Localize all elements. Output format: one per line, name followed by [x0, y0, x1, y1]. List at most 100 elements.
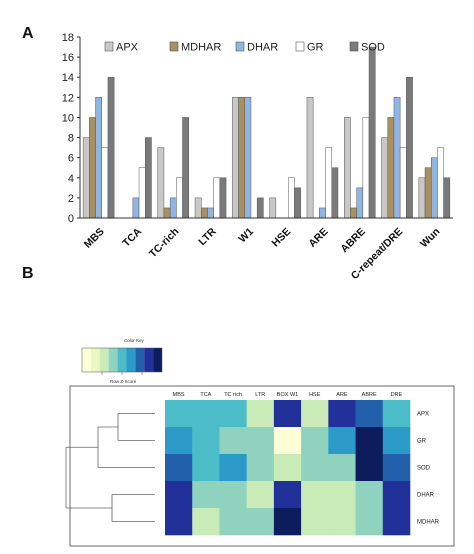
heatmap-row-gr: GR — [417, 439, 427, 445]
heatmap-cell-mdhar-mbs — [165, 508, 193, 536]
bar-mdhar-w1 — [238, 97, 246, 219]
legend-swatch-dhar — [235, 41, 245, 52]
category-label-wun: Wun — [418, 226, 442, 250]
color-key-swatch — [144, 348, 154, 372]
heatmap-cell-gr-ltr — [246, 427, 275, 455]
heatmap-cell-mdhar-ltr — [246, 508, 275, 536]
bar-dhar-ltr — [207, 207, 214, 219]
bar-mdhar-ltr — [201, 207, 208, 219]
y-axis-ticks: 0 2 4 6 8 10 12 14 16 18 — [62, 32, 80, 225]
color-key-swatch — [153, 348, 162, 372]
heatmap-cell-gr-tca — [192, 427, 220, 455]
heatmap-col-mbs: MBS — [173, 392, 185, 398]
heatmap-col-dre: DRE — [391, 392, 403, 398]
bar-gr-ltr — [213, 177, 221, 219]
bar-dhar-abre — [356, 187, 364, 219]
color-key-swatch — [82, 348, 91, 372]
heatmap-cell-mdhar-tca — [192, 508, 220, 536]
bar-sod-c-repeat-dre — [406, 76, 413, 219]
heatmap-cell-dhar-dre — [382, 481, 411, 509]
legend-label-sod: SOD — [361, 42, 385, 54]
heatmap-cells — [165, 400, 411, 536]
color-key-swatch — [99, 348, 109, 372]
heatmap-cell-gr-tc-rich — [219, 427, 247, 455]
bar-gr-mbs — [101, 147, 109, 219]
category-labels: MBS TCA TC-rich LTR W1 HSE ARE ABREC-repeat/DRE… — [82, 225, 443, 282]
bar-apx-abre — [344, 117, 351, 219]
heatmap-cell-sod-tc-rich — [219, 454, 247, 482]
bar-sod-tc-rich — [182, 117, 190, 219]
heatmap-cell-dhar-are — [328, 481, 356, 509]
heatmap-row-apx: APX — [417, 412, 429, 418]
color-key-axis-label: Row Z-Score — [110, 379, 137, 384]
legend-swatch-apx — [104, 41, 114, 52]
color-key-swatch — [117, 348, 127, 372]
bar-apx-tc-rich — [157, 147, 165, 219]
y-tick-label: 14 — [62, 72, 74, 84]
heatmap-frame — [69, 385, 455, 547]
heatmap-row-mdhar: MDHAR — [417, 520, 440, 526]
color-key-swatch — [108, 348, 118, 372]
heatmap-cell-apx-mbs — [165, 400, 193, 428]
panel-a-label: A — [22, 25, 34, 42]
bar-sod-are — [331, 167, 339, 219]
heatmap-col-box-w1: BOX W1 — [277, 392, 298, 398]
bar-mdhar-wun — [424, 167, 432, 219]
heatmap-cell-sod-are — [328, 454, 356, 482]
heatmap-cell-apx-dre — [382, 400, 411, 428]
heatmap-cell-apx-box-w1 — [273, 400, 302, 428]
bar-mdhar-mbs — [89, 117, 96, 219]
category-label-tc-rich: TC-rich — [147, 226, 181, 260]
heatmap-cell-sod-tca — [192, 454, 220, 482]
heatmap-col-are: ARE — [336, 392, 348, 398]
heatmap-cell-apx-are — [328, 400, 356, 428]
heatmap-cell-gr-are — [328, 427, 356, 455]
bar-gr-wun — [437, 147, 444, 219]
heatmap-row-labels: APX GR SOD DHAR MDHAR — [417, 412, 440, 526]
y-tick-label: 6 — [68, 153, 74, 165]
bar-gr-tca — [138, 167, 146, 219]
category-label-mbs: MBS — [82, 226, 107, 251]
heatmap-cell-apx-abre — [355, 400, 384, 428]
y-tick-label: 16 — [62, 52, 74, 64]
heatmap-cell-dhar-box-w1 — [273, 481, 302, 509]
heatmap-cell-sod-dre — [382, 454, 411, 482]
bar-apx-wun — [418, 177, 426, 219]
heatmap-column-labels: MBS TCA TC rich LTR BOX W1 HSE ARE ABRE DRE — [173, 392, 403, 398]
color-key: Color Key Row Z-Score — [81, 338, 163, 384]
legend-label-gr: GR — [307, 42, 324, 54]
y-tick-label: 10 — [62, 112, 74, 124]
heatmap-cell-gr-mbs — [165, 427, 193, 455]
heatmap-col-ltr: LTR — [255, 392, 265, 398]
category-label-abre: ABRE — [338, 226, 368, 256]
bar-sod-hse — [294, 187, 301, 219]
bar-sod-abre — [368, 46, 376, 219]
bar-dhar-w1 — [244, 97, 252, 219]
bar-apx-are — [306, 97, 314, 219]
bar-gr-abre — [362, 117, 370, 219]
bar-apx-mbs — [82, 137, 90, 219]
color-key-swatch — [126, 348, 136, 372]
bar-sod-tca — [145, 137, 152, 219]
category-label-w1: W1 — [236, 226, 256, 246]
heatmap-col-tca: TCA — [200, 392, 211, 398]
heatmap-cell-dhar-abre — [355, 481, 384, 509]
bar-mdhar-c-repeat-dre — [387, 117, 395, 219]
heatmap-cell-sod-box-w1 — [273, 454, 302, 482]
bar-apx-ltr — [194, 197, 202, 219]
bar-dhar-mbs — [95, 97, 103, 219]
category-label-are: ARE — [306, 226, 330, 250]
color-key-swatch — [90, 348, 100, 372]
heatmap-cell-dhar-hse — [301, 481, 329, 509]
bar-sod-w1 — [256, 197, 264, 219]
bar-apx-c-repeat-dre — [381, 137, 388, 219]
heatmap-row-sod: SOD — [417, 466, 431, 472]
heatmap-cell-dhar-ltr — [246, 481, 275, 509]
bar-apx-hse — [269, 197, 277, 219]
bar-apx-w1 — [232, 97, 239, 219]
heatmap: Color Key Row Z-Score MBS TCA TC rich LTR BOX… — [65, 338, 455, 547]
y-tick-label: 18 — [62, 32, 74, 44]
heatmap-cell-sod-hse — [301, 454, 329, 482]
heatmap-col-tc-rich: TC rich — [224, 392, 242, 398]
